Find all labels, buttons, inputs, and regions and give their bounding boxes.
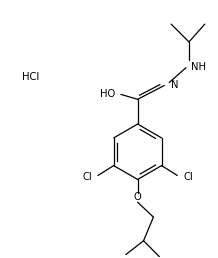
Text: N: N <box>171 80 179 91</box>
Text: O: O <box>134 192 141 202</box>
Text: HO: HO <box>100 89 115 99</box>
Text: NH: NH <box>191 62 206 72</box>
Text: Cl: Cl <box>183 172 193 182</box>
Text: HCl: HCl <box>22 71 40 82</box>
Text: Cl: Cl <box>82 172 92 182</box>
